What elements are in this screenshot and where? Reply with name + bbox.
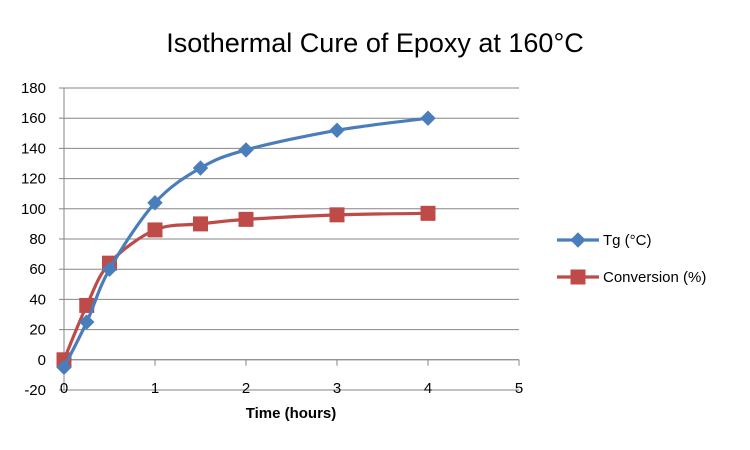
legend-item: Conversion (%) bbox=[557, 269, 706, 286]
data-point-square bbox=[420, 205, 436, 221]
series-conversion bbox=[56, 205, 436, 368]
data-point-diamond bbox=[192, 160, 209, 176]
x-tick-label: 2 bbox=[242, 380, 250, 397]
y-tick-label: 140 bbox=[21, 140, 46, 157]
data-point-diamond bbox=[420, 110, 436, 126]
data-point-square bbox=[193, 216, 208, 232]
series-line bbox=[62, 211, 430, 362]
data-point-diamond bbox=[147, 195, 163, 211]
legend-item: Tg (°C) bbox=[557, 232, 652, 249]
legend-label: Tg (°C) bbox=[603, 232, 652, 249]
data-point-diamond bbox=[238, 142, 254, 158]
y-tick-label: 0 bbox=[38, 352, 46, 369]
x-tick-label: 4 bbox=[424, 380, 432, 397]
chart-title: Isothermal Cure of Epoxy at 160°C bbox=[166, 28, 584, 58]
gridlines bbox=[64, 87, 519, 391]
y-tick-label: 40 bbox=[29, 291, 46, 308]
y-tick-label: -20 bbox=[24, 382, 46, 399]
legend: Tg (°C) Conversion (%) bbox=[557, 232, 706, 286]
y-tick-label: 180 bbox=[21, 80, 46, 97]
x-axis-title: Time (hours) bbox=[246, 405, 337, 422]
y-tick-label: 160 bbox=[21, 110, 46, 127]
axes: -20 0 20 40 60 80 100 120 140 160 180 0 1 2 3 4 5 bbox=[21, 80, 523, 399]
data-point-square bbox=[147, 222, 163, 238]
data-point-diamond bbox=[79, 314, 95, 330]
x-tick-label: 1 bbox=[151, 380, 159, 397]
y-tick-label: 20 bbox=[29, 322, 46, 339]
data-point-square bbox=[238, 211, 254, 227]
legend-square-icon bbox=[570, 269, 586, 285]
y-tick-label: 120 bbox=[21, 171, 46, 188]
y-tick-label: 60 bbox=[29, 261, 46, 278]
data-point-diamond bbox=[56, 359, 72, 376]
data-point-diamond bbox=[101, 261, 118, 277]
x-tick-label: 3 bbox=[333, 380, 341, 397]
x-tick-label: 5 bbox=[515, 380, 523, 397]
y-tick-label: 100 bbox=[21, 201, 46, 218]
series-layer bbox=[56, 110, 436, 376]
legend-label: Conversion (%) bbox=[603, 269, 706, 286]
series-tg bbox=[56, 110, 436, 376]
x-tick-label: 0 bbox=[60, 380, 68, 397]
data-point-square bbox=[329, 207, 345, 223]
legend-diamond-icon bbox=[570, 232, 586, 248]
y-tick-label: 80 bbox=[29, 231, 46, 248]
data-point-diamond bbox=[329, 122, 345, 138]
